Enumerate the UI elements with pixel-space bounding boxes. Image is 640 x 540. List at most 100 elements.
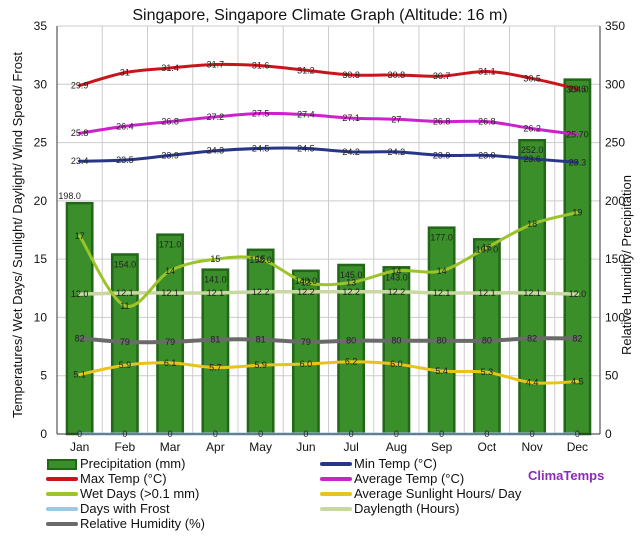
precipitation-bar <box>518 138 547 436</box>
precipitation-bar <box>563 78 592 436</box>
left-tick-label: 10 <box>34 310 48 324</box>
data-label-max: 31.2 <box>297 65 315 75</box>
data-label-wet: 15 <box>210 254 220 264</box>
right-tick-label: 200 <box>605 194 625 208</box>
data-label-avg: 26.8 <box>433 117 451 127</box>
data-label-avg: 26.8 <box>478 117 496 127</box>
right-tick-label: 150 <box>605 252 625 266</box>
data-label-avg: 27.5 <box>252 108 270 118</box>
data-label-max: 30.5 <box>523 73 541 83</box>
data-label-sun: 5.4 <box>435 366 448 376</box>
data-label-wet: 11 <box>120 301 129 311</box>
legend-label-avg: Average Temp (°C) <box>354 471 464 486</box>
data-label-sun: 5.1 <box>73 370 86 380</box>
legend-label-precip: Precipitation (mm) <box>80 456 185 471</box>
data-label-daylength: 12.2 <box>297 287 315 297</box>
data-label-wet: 17 <box>75 231 85 241</box>
brand-label: ClimaTemps <box>528 468 604 483</box>
series-line-max <box>78 62 579 91</box>
data-label-max: 31.4 <box>161 63 179 73</box>
x-tick-label: Apr <box>206 440 225 454</box>
data-label-humidity: 80 <box>437 336 447 346</box>
x-tick-label: Mar <box>160 440 181 454</box>
data-label-sun: 5.3 <box>481 367 494 377</box>
data-label-daylength: 12.1 <box>161 288 179 298</box>
data-label-humidity: 79 <box>301 337 311 347</box>
x-tick-label: Oct <box>478 440 497 454</box>
data-label-avg: 25.8 <box>71 128 89 138</box>
data-label-humidity: 80 <box>346 336 356 346</box>
left-tick-label: 20 <box>34 194 48 208</box>
data-label-min: 24.5 <box>252 143 270 153</box>
left-tick-label: 0 <box>40 427 47 441</box>
data-label-min: 24.5 <box>297 143 315 153</box>
data-label-precipitation: 177.0 <box>430 233 453 243</box>
data-label-precipitation: 145.0 <box>340 270 363 280</box>
data-label-min: 23.6 <box>523 154 541 164</box>
data-label-sun: 4.4 <box>526 378 539 388</box>
data-label-daylength: 12.1 <box>207 288 225 298</box>
x-tick-label: May <box>249 440 272 454</box>
data-label-sun: 5.7 <box>209 363 222 373</box>
left-tick-label: 30 <box>34 77 48 91</box>
data-label-precipitation: 167.0 <box>476 244 499 254</box>
data-label-max: 30.8 <box>388 70 406 80</box>
x-tick-label: Sep <box>431 440 453 454</box>
data-label-daylength: 12.2 <box>388 287 406 297</box>
data-label-sun: 6.0 <box>300 359 313 369</box>
data-label-daylength: 12.1 <box>116 288 134 298</box>
left-axis-label: Temperatures/ Wet Days/ Sunlight/ Daylig… <box>10 52 25 418</box>
right-tick-label: 350 <box>605 19 625 33</box>
data-label-wet: 19 <box>572 208 582 218</box>
data-label-daylength: 12.0 <box>569 289 587 299</box>
data-label-max: 31.1 <box>478 66 496 76</box>
series-line-humidity <box>77 336 580 345</box>
right-tick-label: 250 <box>605 136 625 150</box>
data-label-humidity: 82 <box>75 333 85 343</box>
right-tick-label: 300 <box>605 77 625 91</box>
data-label-wet: 14 <box>165 266 175 276</box>
data-label-min: 23.9 <box>433 150 451 160</box>
data-label-avg: 27 <box>391 114 401 124</box>
precipitation-bar <box>65 201 94 436</box>
data-label-min: 24.3 <box>207 146 225 156</box>
data-label-precipitation: 198.0 <box>58 191 81 201</box>
left-tick-label: 35 <box>34 19 48 33</box>
data-label-wet: 13 <box>301 277 311 287</box>
data-label-max: 30.8 <box>342 70 360 80</box>
data-label-max: 29.9 <box>71 80 89 90</box>
data-label-humidity: 79 <box>120 337 130 347</box>
legend-label-wet: Wet Days (>0.1 mm) <box>80 486 199 501</box>
series-line-wet <box>78 211 579 308</box>
data-label-precipitation: 158.0 <box>249 255 272 265</box>
data-label-avg: 27.2 <box>207 112 225 122</box>
data-label-humidity: 81 <box>210 335 220 345</box>
data-label-wet: 16 <box>482 242 492 252</box>
data-label-min: 24.2 <box>342 147 360 157</box>
data-label-daylength: 12.1 <box>433 288 451 298</box>
data-label-avg: 25.70 <box>566 129 589 139</box>
legend-label-humidity: Relative Humidity (%) <box>80 516 205 531</box>
legend-swatch-precip <box>47 459 77 470</box>
data-label-precipitation: 143.0 <box>385 272 408 282</box>
precipitation-bar <box>427 226 456 436</box>
data-label-precipitation: 252.0 <box>521 145 544 155</box>
x-tick-label: Aug <box>386 440 407 454</box>
right-axis-label: Relative Humidity/ Precipitation <box>619 175 634 355</box>
data-label-wet: 18 <box>527 219 537 229</box>
legend: Precipitation (mm) Min Temp (°C) Max Temp … <box>46 456 522 531</box>
data-label-wet: 14 <box>437 266 447 276</box>
data-label-sun: 5.9 <box>119 360 132 370</box>
data-label-min: 23.5 <box>116 155 134 165</box>
right-tick-label: 0 <box>605 427 612 441</box>
data-label-max: 31.6 <box>252 61 270 71</box>
legend-label-daylength: Daylength (Hours) <box>354 501 460 516</box>
data-label-avg: 26.2 <box>523 124 541 134</box>
data-label-avg: 27.4 <box>297 110 315 120</box>
data-label-humidity: 82 <box>572 333 582 343</box>
legend-label-sun: Average Sunlight Hours/ Day <box>354 486 522 501</box>
data-label-humidity: 80 <box>482 336 492 346</box>
data-label-max: 30.7 <box>433 71 451 81</box>
data-label-humidity: 80 <box>391 336 401 346</box>
